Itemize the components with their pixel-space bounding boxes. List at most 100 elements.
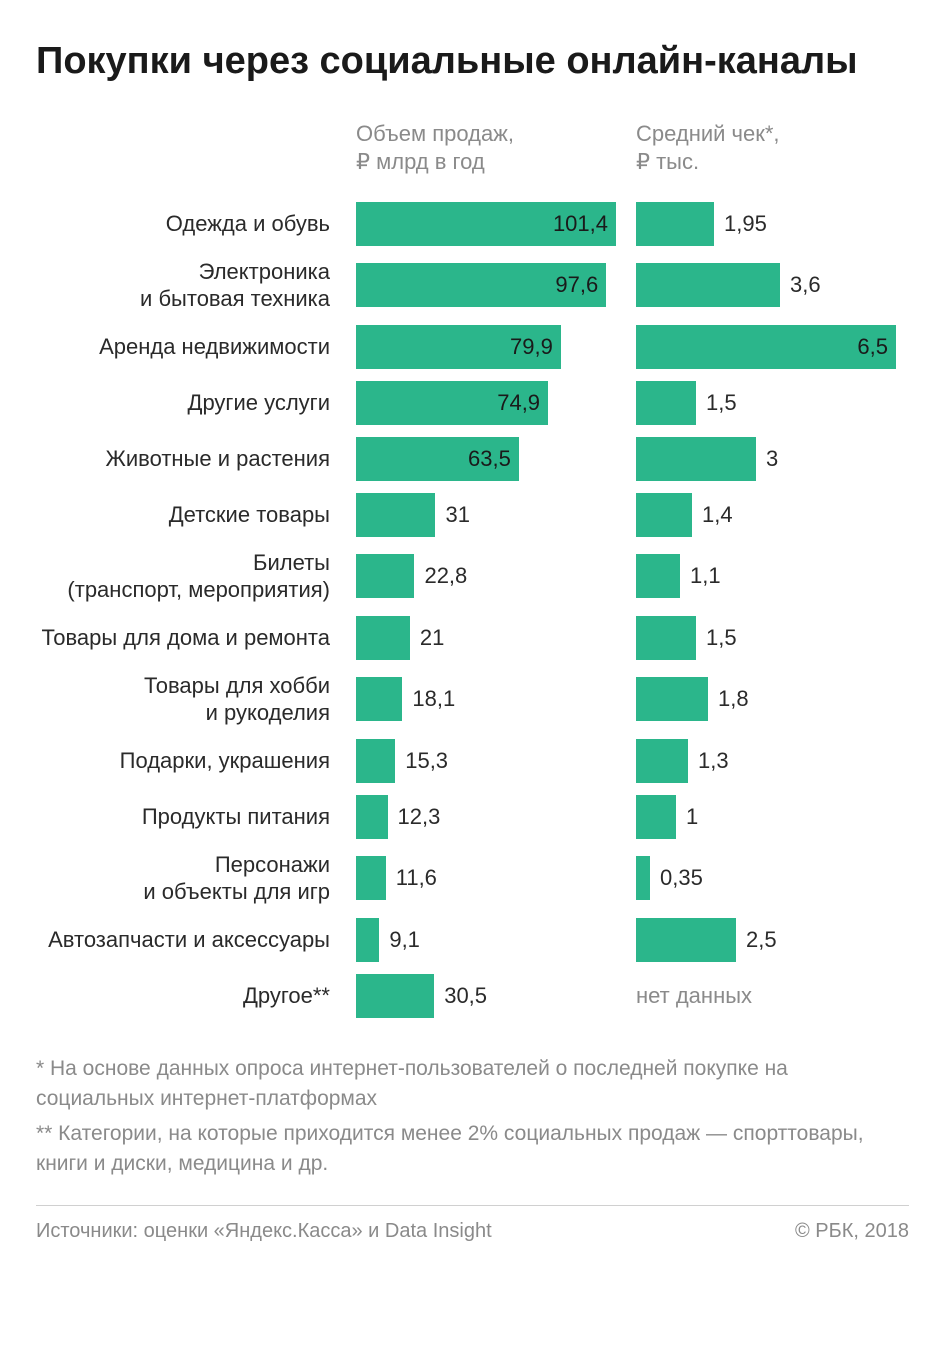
- category-label: Автозапчасти и аксессуары: [36, 912, 336, 968]
- sales-bar: [356, 974, 434, 1018]
- sales-bar-cell: 18,1: [356, 666, 616, 733]
- sales-bar: [356, 856, 386, 900]
- sales-bar-cell: 79,9: [356, 319, 616, 375]
- sales-value: 97,6: [555, 272, 598, 298]
- avg-bar-cell: 1,95: [636, 196, 896, 252]
- sales-bar-cell: 31: [356, 487, 616, 543]
- sales-bar: [356, 918, 379, 962]
- avg-value: 1,4: [702, 502, 733, 528]
- avg-bar-cell: 1,5: [636, 610, 896, 666]
- sales-bar: [356, 616, 410, 660]
- footnote-2: ** Категории, на которые приходится мене…: [36, 1119, 909, 1180]
- avg-bar-cell: 6,5: [636, 319, 896, 375]
- category-label: Электроника и бытовая техника: [36, 252, 336, 319]
- sales-value: 74,9: [497, 390, 540, 416]
- avg-bar: [636, 739, 688, 783]
- category-label: Персонажи и объекты для игр: [36, 845, 336, 912]
- avg-bar-cell: 1: [636, 789, 896, 845]
- sales-value: 12,3: [398, 804, 441, 830]
- avg-value: 1,95: [724, 211, 767, 237]
- avg-bar-cell: 1,3: [636, 733, 896, 789]
- sales-bar: [356, 795, 388, 839]
- source-row: Источники: оценки «Яндекс.Касса» и Data …: [36, 1220, 909, 1243]
- sales-value: 11,6: [396, 865, 437, 891]
- sales-bar: [356, 554, 414, 598]
- sales-value: 31: [445, 502, 469, 528]
- category-label: Детские товары: [36, 487, 336, 543]
- sales-bar-cell: 22,8: [356, 543, 616, 610]
- avg-bar: [636, 263, 780, 307]
- sales-bar: [356, 739, 395, 783]
- avg-value: 1: [686, 804, 698, 830]
- sales-value: 18,1: [412, 686, 455, 712]
- avg-value: 3: [766, 446, 778, 472]
- avg-bar: [636, 554, 680, 598]
- avg-value: 1,8: [718, 686, 749, 712]
- avg-bar: [636, 493, 692, 537]
- sales-bar-cell: 63,5: [356, 431, 616, 487]
- sales-bar-cell: 11,6: [356, 845, 616, 912]
- label-column-header: [36, 120, 336, 196]
- chart-grid: Объем продаж, ₽ млрд в год Средний чек*,…: [36, 120, 909, 1024]
- sales-bar-cell: 12,3: [356, 789, 616, 845]
- avg-bar-cell: 3: [636, 431, 896, 487]
- sales-value: 9,1: [389, 927, 420, 953]
- category-label: Продукты питания: [36, 789, 336, 845]
- sales-value: 101,4: [553, 211, 608, 237]
- divider: [36, 1205, 909, 1206]
- sales-bar-cell: 30,5: [356, 968, 616, 1024]
- no-data-label: нет данных: [636, 983, 752, 1009]
- sales-column-header: Объем продаж, ₽ млрд в год: [356, 120, 616, 196]
- avg-value: 3,6: [790, 272, 821, 298]
- sales-bar: [356, 677, 402, 721]
- chart-title: Покупки через социальные онлайн-каналы: [36, 40, 909, 84]
- avg-bar: [636, 856, 650, 900]
- avg-bar: [636, 795, 676, 839]
- sales-value: 30,5: [444, 983, 487, 1009]
- source-text: Источники: оценки «Яндекс.Касса» и Data …: [36, 1220, 492, 1243]
- avg-bar-cell: 1,4: [636, 487, 896, 543]
- sales-value: 22,8: [424, 563, 467, 589]
- avg-bar-cell: 0,35: [636, 845, 896, 912]
- avg-value: 1,3: [698, 748, 729, 774]
- avg-bar-cell: нет данных: [636, 968, 896, 1024]
- avg-bar-cell: 1,5: [636, 375, 896, 431]
- avg-bar-cell: 2,5: [636, 912, 896, 968]
- category-label: Другое**: [36, 968, 336, 1024]
- avg-column-header: Средний чек*, ₽ тыс.: [636, 120, 896, 196]
- sales-value: 63,5: [468, 446, 511, 472]
- avg-value: 1,5: [706, 390, 737, 416]
- category-label: Билеты (транспорт, мероприятия): [36, 543, 336, 610]
- category-label: Товары для хобби и рукоделия: [36, 666, 336, 733]
- copyright-text: © РБК, 2018: [795, 1220, 909, 1243]
- category-label: Одежда и обувь: [36, 196, 336, 252]
- sales-bar-cell: 74,9: [356, 375, 616, 431]
- avg-bar-cell: 1,1: [636, 543, 896, 610]
- footnotes: * На основе данных опроса интернет-польз…: [36, 1054, 909, 1180]
- avg-bar: [636, 202, 714, 246]
- sales-bar-cell: 97,6: [356, 252, 616, 319]
- category-label: Животные и растения: [36, 431, 336, 487]
- category-label: Другие услуги: [36, 375, 336, 431]
- avg-bar-cell: 3,6: [636, 252, 896, 319]
- category-label: Подарки, украшения: [36, 733, 336, 789]
- sales-value: 79,9: [510, 334, 553, 360]
- avg-bar: [636, 437, 756, 481]
- avg-bar: [636, 677, 708, 721]
- sales-bar: [356, 493, 435, 537]
- sales-bar-cell: 21: [356, 610, 616, 666]
- sales-bar-cell: 9,1: [356, 912, 616, 968]
- avg-value: 0,35: [660, 865, 703, 891]
- avg-bar: [636, 918, 736, 962]
- category-label: Аренда недвижимости: [36, 319, 336, 375]
- avg-bar: [636, 616, 696, 660]
- avg-bar: [636, 381, 696, 425]
- avg-bar-cell: 1,8: [636, 666, 896, 733]
- category-label: Товары для дома и ремонта: [36, 610, 336, 666]
- sales-value: 15,3: [405, 748, 448, 774]
- avg-value: 6,5: [857, 334, 888, 360]
- avg-value: 1,1: [690, 563, 721, 589]
- avg-value: 1,5: [706, 625, 737, 651]
- footnote-1: * На основе данных опроса интернет-польз…: [36, 1054, 909, 1115]
- sales-bar-cell: 15,3: [356, 733, 616, 789]
